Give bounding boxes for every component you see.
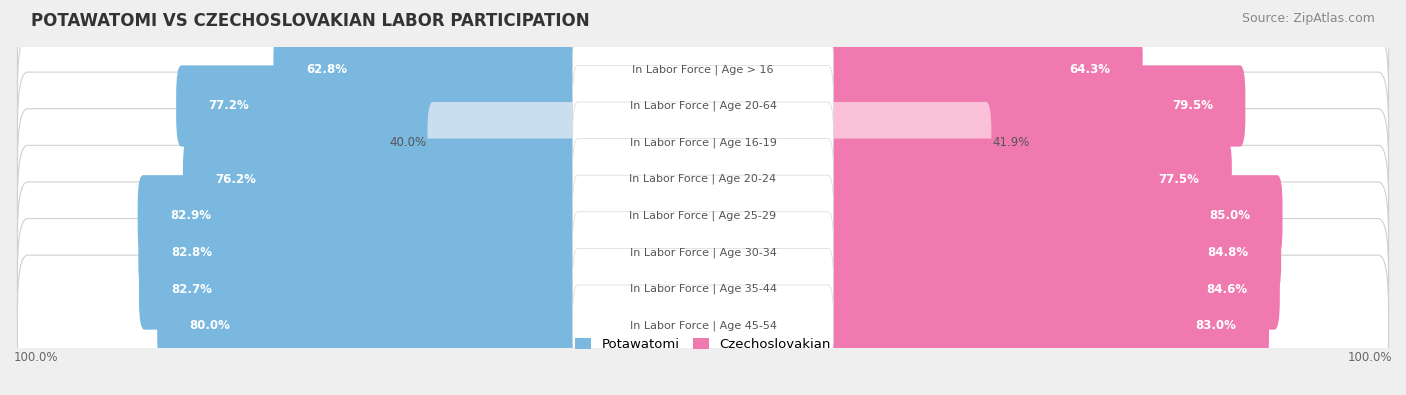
FancyBboxPatch shape xyxy=(273,29,583,110)
FancyBboxPatch shape xyxy=(17,72,1389,213)
Text: In Labor Force | Age > 16: In Labor Force | Age > 16 xyxy=(633,64,773,75)
Text: 62.8%: 62.8% xyxy=(307,63,347,76)
Text: 100.0%: 100.0% xyxy=(1347,350,1392,363)
Text: 82.9%: 82.9% xyxy=(170,209,211,222)
FancyBboxPatch shape xyxy=(823,139,1232,220)
FancyBboxPatch shape xyxy=(572,175,834,256)
Text: 100.0%: 100.0% xyxy=(14,350,59,363)
FancyBboxPatch shape xyxy=(823,102,991,183)
Legend: Potawatomi, Czechoslovakian: Potawatomi, Czechoslovakian xyxy=(569,333,837,356)
Text: 84.6%: 84.6% xyxy=(1206,282,1247,295)
FancyBboxPatch shape xyxy=(17,182,1389,323)
Text: In Labor Force | Age 35-44: In Labor Force | Age 35-44 xyxy=(630,284,776,294)
Text: 83.0%: 83.0% xyxy=(1195,319,1237,332)
FancyBboxPatch shape xyxy=(572,102,834,183)
FancyBboxPatch shape xyxy=(17,255,1389,395)
FancyBboxPatch shape xyxy=(17,218,1389,359)
FancyBboxPatch shape xyxy=(427,102,583,183)
Text: In Labor Force | Age 30-34: In Labor Force | Age 30-34 xyxy=(630,247,776,258)
FancyBboxPatch shape xyxy=(572,212,834,293)
Text: 64.3%: 64.3% xyxy=(1070,63,1111,76)
Text: In Labor Force | Age 16-19: In Labor Force | Age 16-19 xyxy=(630,137,776,148)
FancyBboxPatch shape xyxy=(572,285,834,366)
Text: 82.8%: 82.8% xyxy=(170,246,212,259)
FancyBboxPatch shape xyxy=(157,285,583,366)
Text: POTAWATOMI VS CZECHOSLOVAKIAN LABOR PARTICIPATION: POTAWATOMI VS CZECHOSLOVAKIAN LABOR PART… xyxy=(31,12,589,30)
Text: 77.2%: 77.2% xyxy=(208,100,249,113)
FancyBboxPatch shape xyxy=(17,109,1389,250)
Text: 79.5%: 79.5% xyxy=(1173,100,1213,113)
Text: 41.9%: 41.9% xyxy=(993,136,1031,149)
FancyBboxPatch shape xyxy=(183,139,583,220)
FancyBboxPatch shape xyxy=(17,36,1389,177)
Text: 82.7%: 82.7% xyxy=(172,282,212,295)
FancyBboxPatch shape xyxy=(572,29,834,110)
FancyBboxPatch shape xyxy=(176,65,583,147)
FancyBboxPatch shape xyxy=(823,65,1246,147)
Text: 76.2%: 76.2% xyxy=(215,173,256,186)
Text: 77.5%: 77.5% xyxy=(1159,173,1199,186)
Text: 80.0%: 80.0% xyxy=(190,319,231,332)
FancyBboxPatch shape xyxy=(138,175,583,256)
Text: In Labor Force | Age 45-54: In Labor Force | Age 45-54 xyxy=(630,320,776,331)
Text: Source: ZipAtlas.com: Source: ZipAtlas.com xyxy=(1241,12,1375,25)
Text: In Labor Force | Age 20-24: In Labor Force | Age 20-24 xyxy=(630,174,776,184)
Text: In Labor Force | Age 20-64: In Labor Force | Age 20-64 xyxy=(630,101,776,111)
FancyBboxPatch shape xyxy=(572,139,834,220)
FancyBboxPatch shape xyxy=(823,29,1143,110)
FancyBboxPatch shape xyxy=(823,285,1270,366)
FancyBboxPatch shape xyxy=(572,248,834,330)
FancyBboxPatch shape xyxy=(823,212,1281,293)
FancyBboxPatch shape xyxy=(823,248,1279,330)
FancyBboxPatch shape xyxy=(138,212,583,293)
FancyBboxPatch shape xyxy=(17,0,1389,140)
FancyBboxPatch shape xyxy=(572,65,834,147)
FancyBboxPatch shape xyxy=(823,175,1282,256)
Text: 40.0%: 40.0% xyxy=(389,136,426,149)
Text: 84.8%: 84.8% xyxy=(1208,246,1249,259)
Text: 85.0%: 85.0% xyxy=(1209,209,1250,222)
FancyBboxPatch shape xyxy=(139,248,583,330)
FancyBboxPatch shape xyxy=(17,145,1389,286)
Text: In Labor Force | Age 25-29: In Labor Force | Age 25-29 xyxy=(630,211,776,221)
